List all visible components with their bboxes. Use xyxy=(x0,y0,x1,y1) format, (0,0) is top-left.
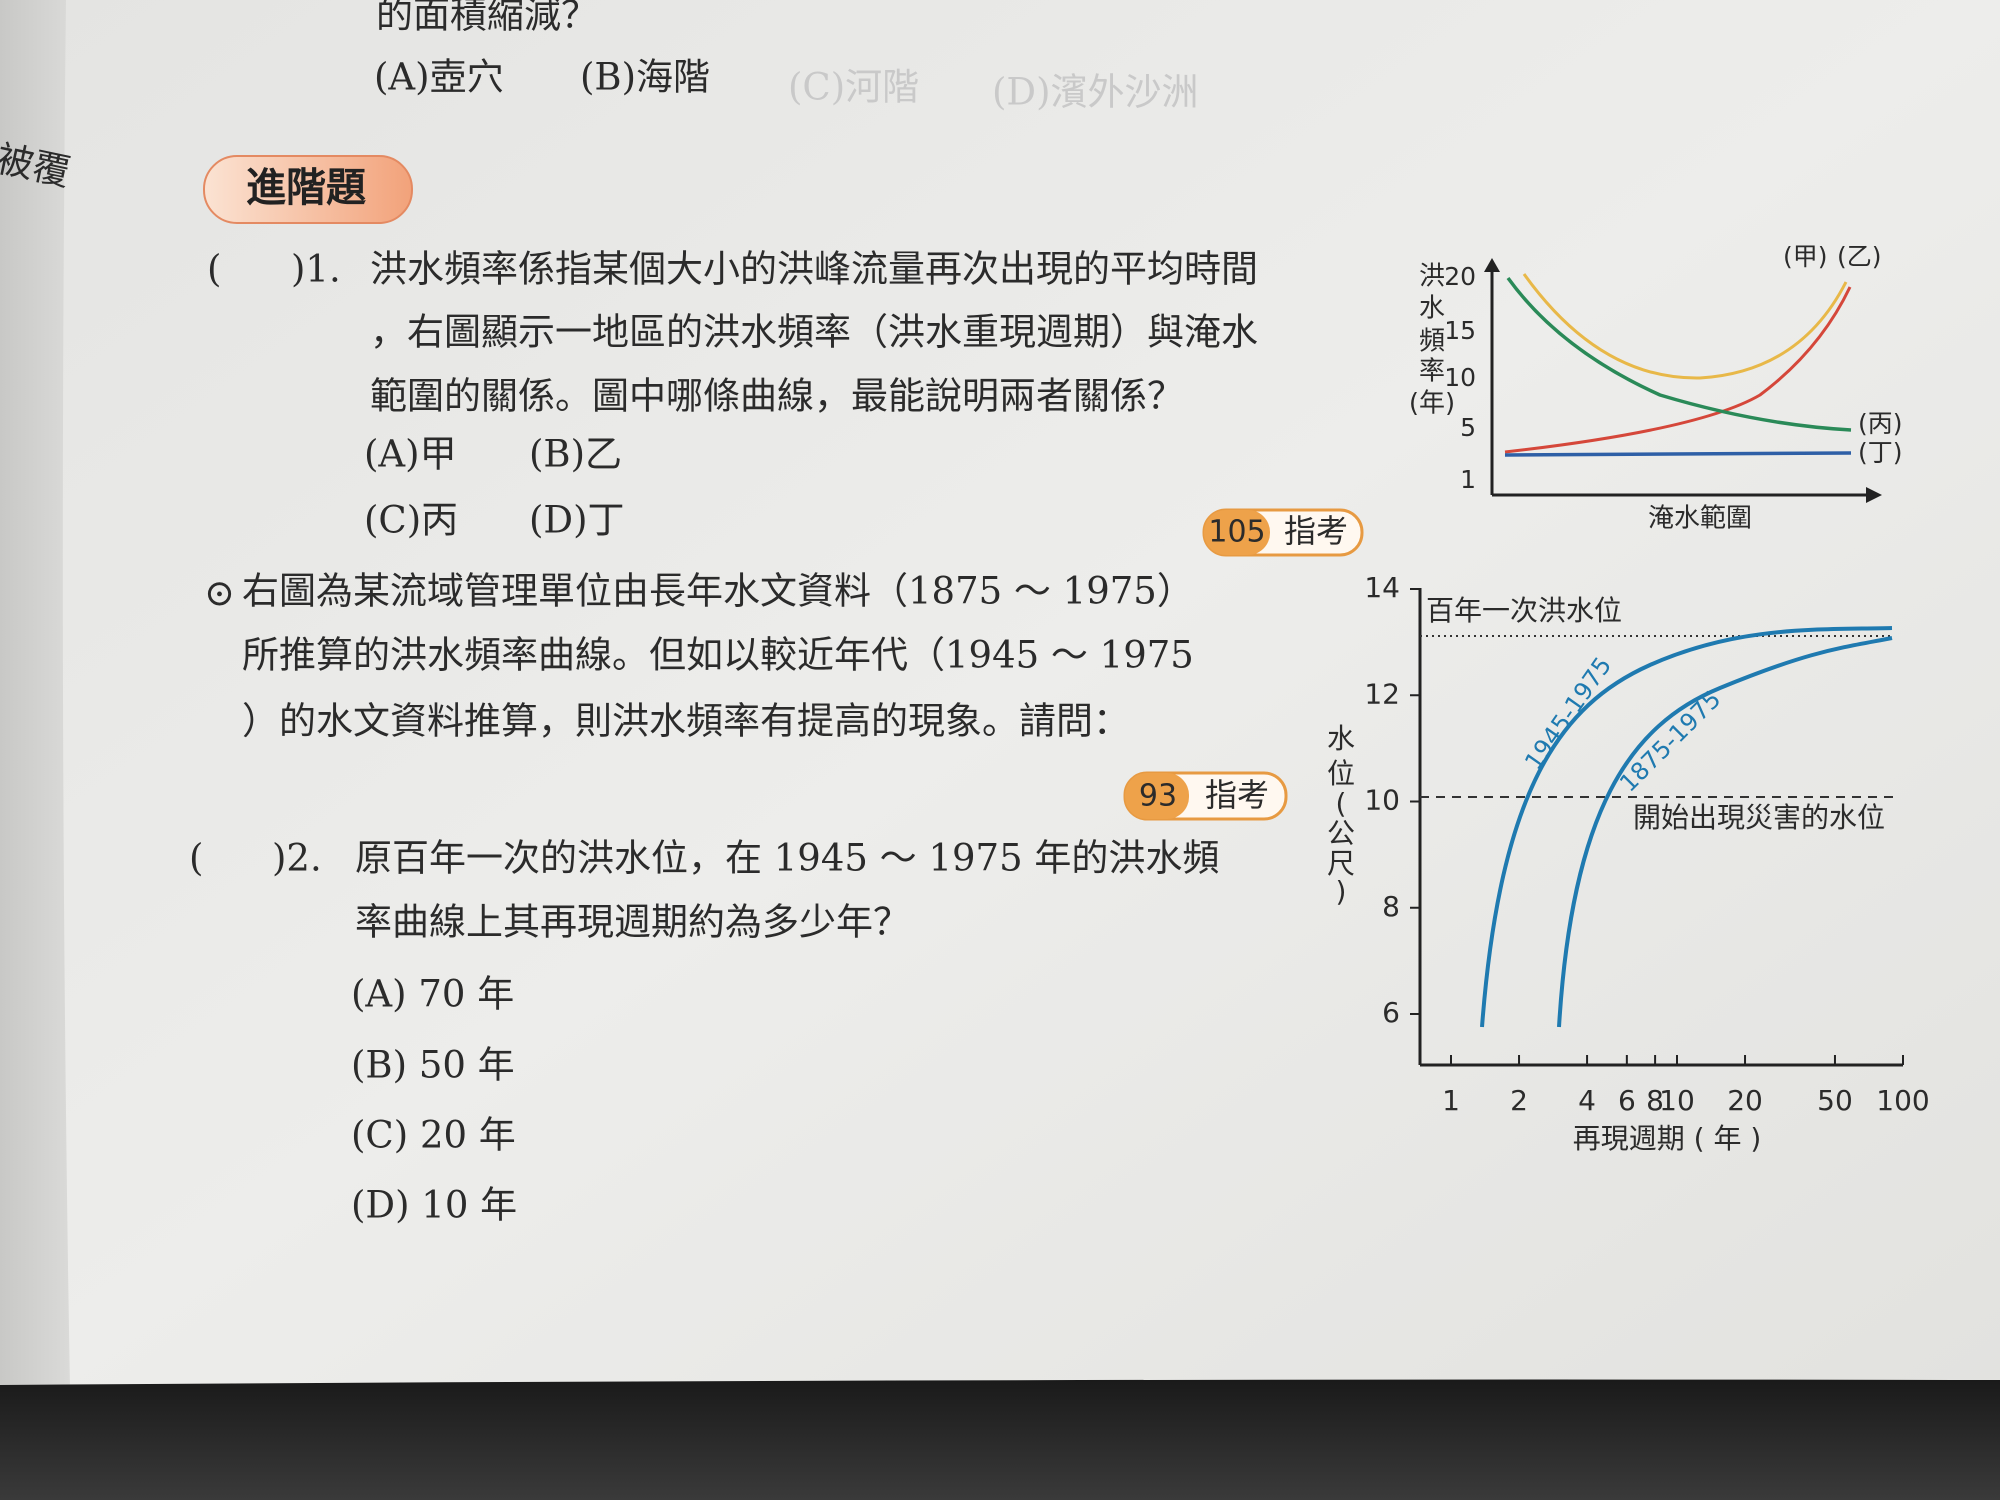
figure-flood-frequency: 淹水範圍 (甲) (乙) (丙) (丁) 20 15 10 5 1 洪水頻率(年) xyxy=(1409,242,1903,534)
x-tick-label: 100 xyxy=(1876,1084,1929,1117)
x-tick-label: 4 xyxy=(1578,1084,1596,1117)
exam-tag-year-bg xyxy=(1125,773,1189,819)
y-axis-label: 率 xyxy=(1419,357,1445,387)
y-axis-label: 尺 xyxy=(1327,847,1355,880)
paper xyxy=(0,0,2000,1400)
curve-1945-1975 xyxy=(1480,626,1893,1028)
passage-text: 右圖為某流域管理單位由長年水文資料（1875 ～ 1975） xyxy=(242,570,1194,613)
y-tick-label: 15 xyxy=(1444,316,1476,345)
option: (D)濱外沙洲 xyxy=(992,71,1199,114)
y-axis-label: 水 xyxy=(1327,722,1355,755)
x-tick-label: 10 xyxy=(1659,1084,1695,1117)
y-tick-label: 5 xyxy=(1460,413,1476,442)
exam-tag-year-bg xyxy=(1204,510,1270,555)
y-tick-label: 6 xyxy=(1382,996,1400,1029)
curve-label: (乙) xyxy=(1837,242,1882,271)
exam-tag-label: 指考 xyxy=(1205,776,1269,814)
option: (B)海階 xyxy=(580,56,710,99)
question-stem: 的面積縮減？ xyxy=(376,0,598,37)
curve-1875-1975 xyxy=(1557,636,1893,1028)
y-tick-label: 20 xyxy=(1444,262,1476,291)
question-number: )2. xyxy=(272,837,322,880)
curve-yi xyxy=(1504,286,1852,454)
answer-paren: ( xyxy=(189,837,203,880)
curve-label: (甲) xyxy=(1783,242,1828,271)
y-tick-label: 10 xyxy=(1444,363,1476,392)
y-axis-arrow xyxy=(1484,258,1500,272)
x-tick-label: 1 xyxy=(1442,1084,1460,1117)
x-tick-label: 20 xyxy=(1727,1084,1763,1117)
x-tick-label: 50 xyxy=(1817,1084,1853,1117)
annotation: 開始出現災害的水位 xyxy=(1633,801,1885,834)
y-tick-label: 14 xyxy=(1364,571,1400,604)
option: (C)丙 xyxy=(364,499,458,542)
option: (A) 70 年 xyxy=(351,973,514,1016)
section-badge-text: 進階題 xyxy=(246,165,366,211)
y-axis-label: 位 xyxy=(1327,757,1355,790)
x-tick-label: 8 xyxy=(1646,1084,1664,1117)
y-axis-label: 公 xyxy=(1327,817,1355,850)
option: (B)乙 xyxy=(529,433,622,476)
question-number: )1. xyxy=(291,248,341,291)
x-axis-arrow xyxy=(1866,487,1882,503)
exam-tag-year: 105 xyxy=(1208,515,1265,550)
x-tick-label: 6 xyxy=(1618,1084,1636,1117)
passage-marker: ⊙ xyxy=(204,572,235,615)
left-page-edge xyxy=(0,0,70,1390)
option: (D) 10 年 xyxy=(351,1184,517,1227)
x-axis-label: 再現週期 ( 年 ) xyxy=(1573,1122,1762,1155)
section-badge xyxy=(203,155,413,224)
question-text: 原百年一次的洪水位，在 1945 ～ 1975 年的洪水頻 xyxy=(355,837,1219,880)
y-axis-label: (年) xyxy=(1409,389,1455,419)
curve-label: (丙) xyxy=(1858,409,1903,438)
annotation: 百年一次洪水位 xyxy=(1426,594,1622,627)
y-axis-label: 水 xyxy=(1419,294,1445,324)
curve-jia xyxy=(1522,273,1848,380)
y-tick-label: 12 xyxy=(1364,677,1400,710)
curve-bing xyxy=(1506,276,1852,432)
x-axis-label: 淹水範圍 xyxy=(1648,504,1752,534)
option: (D)丁 xyxy=(529,499,625,542)
y-tick-label: 1 xyxy=(1460,465,1476,494)
question-text: 洪水頻率係指某個大小的洪峰流量再次出現的平均時間 xyxy=(370,248,1258,291)
curve-ding xyxy=(1504,451,1852,457)
y-tick-label: 8 xyxy=(1382,890,1400,923)
question-text: 範圍的關係。圖中哪條曲線，最能說明兩者關係？ xyxy=(370,375,1184,418)
y-axis-label: ) xyxy=(1336,875,1347,908)
passage-text: 所推算的洪水頻率曲線。但如以較近年代（1945 ～ 1975 xyxy=(242,634,1194,677)
option: (A)甲 xyxy=(364,433,457,476)
option: (B) 50 年 xyxy=(351,1044,515,1087)
y-axis-label: ( xyxy=(1336,787,1347,820)
exam-tag-label: 指考 xyxy=(1284,512,1348,550)
option: (C) 20 年 xyxy=(351,1114,516,1157)
y-axis-label: 洪 xyxy=(1419,262,1445,292)
dark-background xyxy=(0,1379,2000,1500)
question-text: ，右圖顯示一地區的洪水頻率（洪水重現週期）與淹水 xyxy=(370,311,1258,354)
y-axis-label: 頻 xyxy=(1419,327,1445,357)
y-tick-label: 10 xyxy=(1364,784,1400,817)
exam-tag-year: 93 xyxy=(1139,779,1177,814)
answer-paren: ( xyxy=(207,248,221,291)
x-tick-label: 2 xyxy=(1510,1084,1528,1117)
option: (C)河階 xyxy=(788,66,919,109)
passage-text: ）的水文資料推算，則洪水頻率有提高的現象。請問： xyxy=(242,700,1130,743)
question-text: 率曲線上其再現週期約為多少年？ xyxy=(355,901,910,944)
curve-label: (丁) xyxy=(1858,438,1903,467)
option: (A)壺穴 xyxy=(374,56,504,99)
